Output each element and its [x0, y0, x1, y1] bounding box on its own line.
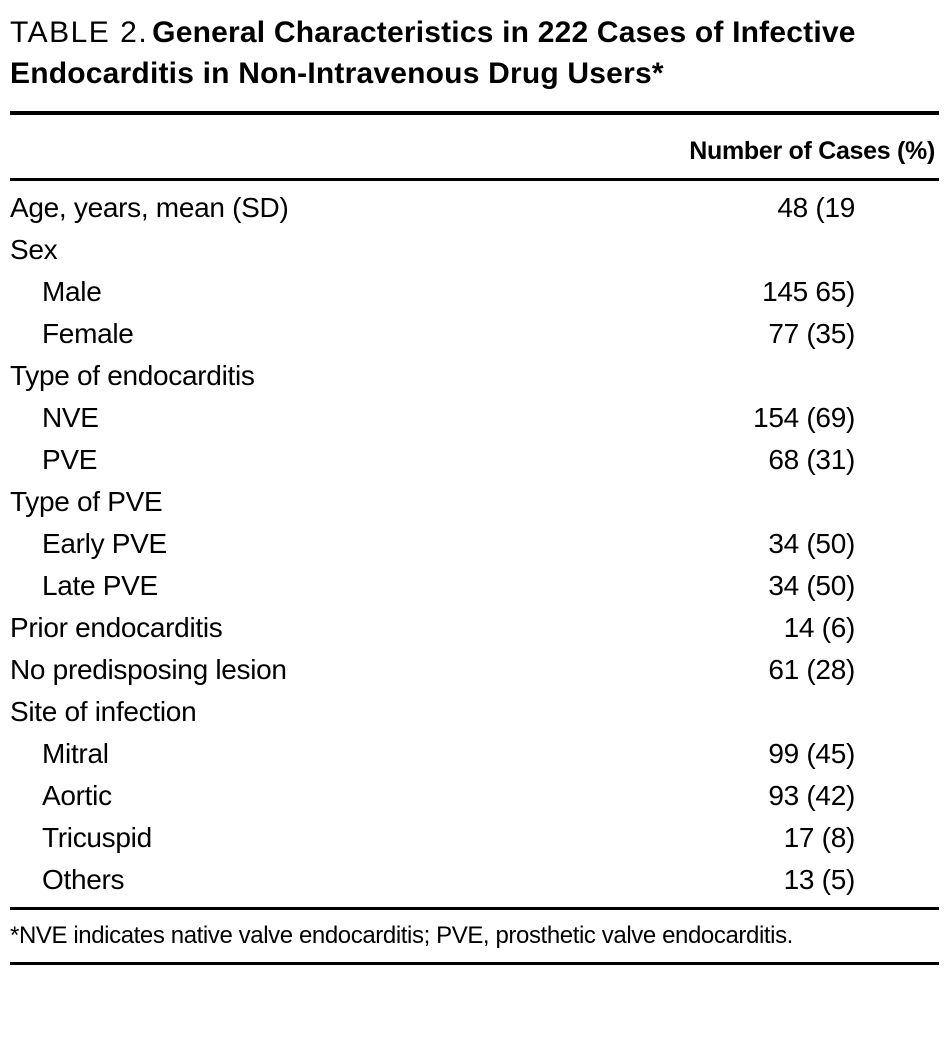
- table-rows: Age, years, mean (SD) 48 (19 Sex Male 145 65…: [10, 181, 939, 907]
- table-row: Site of infection: [10, 691, 939, 733]
- row-label: No predisposing lesion: [10, 653, 287, 685]
- row-label: Type of endocarditis: [10, 359, 255, 391]
- row-value: 14 (6): [783, 611, 856, 643]
- row-label: PVE: [42, 443, 98, 475]
- row-value: 17 (8): [783, 821, 856, 853]
- table-row: Prior endocarditis 14 (6): [10, 607, 939, 649]
- row-label: Late PVE: [42, 569, 158, 601]
- row-value: 61 (28): [768, 653, 855, 685]
- column-header-row: Number of Cases (%): [10, 115, 939, 178]
- bottom-divider: [10, 961, 939, 965]
- row-label: Type of PVE: [10, 485, 163, 517]
- row-label: NVE: [42, 401, 99, 433]
- row-value: 77 (35): [768, 317, 855, 349]
- table-row: Female 77 (35): [10, 313, 939, 355]
- row-label: Aortic: [42, 779, 112, 811]
- table-row: Sex: [10, 229, 939, 271]
- row-value: 48 (19: [777, 191, 855, 223]
- row-label: Others: [42, 863, 125, 895]
- row-value: 68 (31): [768, 443, 855, 475]
- table-row: Type of PVE: [10, 481, 939, 523]
- table-row: Tricuspid 17 (8): [10, 817, 939, 859]
- table-row: Aortic 93 (42): [10, 775, 939, 817]
- table-row: Male 145 65): [10, 271, 939, 313]
- row-value: 154 (69): [753, 401, 855, 433]
- row-value: 13 (5): [783, 863, 856, 895]
- table-footnote: *NVE indicates native valve endocarditis…: [10, 921, 793, 949]
- row-value: 99 (45): [768, 737, 855, 769]
- row-label: Female: [42, 317, 134, 349]
- row-label: Mitral: [42, 737, 109, 769]
- table-row: Type of endocarditis: [10, 355, 939, 397]
- row-label: Age, years, mean (SD): [10, 191, 289, 223]
- row-value: 34 (50): [768, 569, 855, 601]
- table-row: Early PVE 34 (50): [10, 523, 939, 565]
- value-column-header: Number of Cases (%): [689, 136, 935, 165]
- row-label: Prior endocarditis: [10, 611, 223, 643]
- row-value: 145 65): [762, 275, 855, 307]
- row-value: 93 (42): [768, 779, 855, 811]
- table-title-text: General Characteristics in 222 Cases of …: [10, 16, 856, 91]
- body-bottom-divider: [10, 906, 939, 910]
- table-number-label: TABLE 2.: [10, 16, 149, 49]
- table-row: Age, years, mean (SD) 48 (19: [10, 187, 939, 229]
- top-divider: [10, 110, 939, 115]
- row-label: Sex: [10, 233, 58, 265]
- row-value: 34 (50): [768, 527, 855, 559]
- table-row: No predisposing lesion 61 (28): [10, 649, 939, 691]
- row-label: Tricuspid: [42, 821, 152, 853]
- table-title: TABLE 2. General Characteristics in 222 C…: [10, 12, 915, 95]
- table-row: NVE 154 (69): [10, 397, 939, 439]
- table-row: Mitral 99 (45): [10, 733, 939, 775]
- table-row: PVE 68 (31): [10, 439, 939, 481]
- table-row: Late PVE 34 (50): [10, 565, 939, 607]
- table-row: Others 13 (5): [10, 859, 939, 901]
- row-label: Male: [42, 275, 102, 307]
- row-label: Early PVE: [42, 527, 167, 559]
- header-divider: [10, 177, 939, 181]
- row-label: Site of infection: [10, 695, 197, 727]
